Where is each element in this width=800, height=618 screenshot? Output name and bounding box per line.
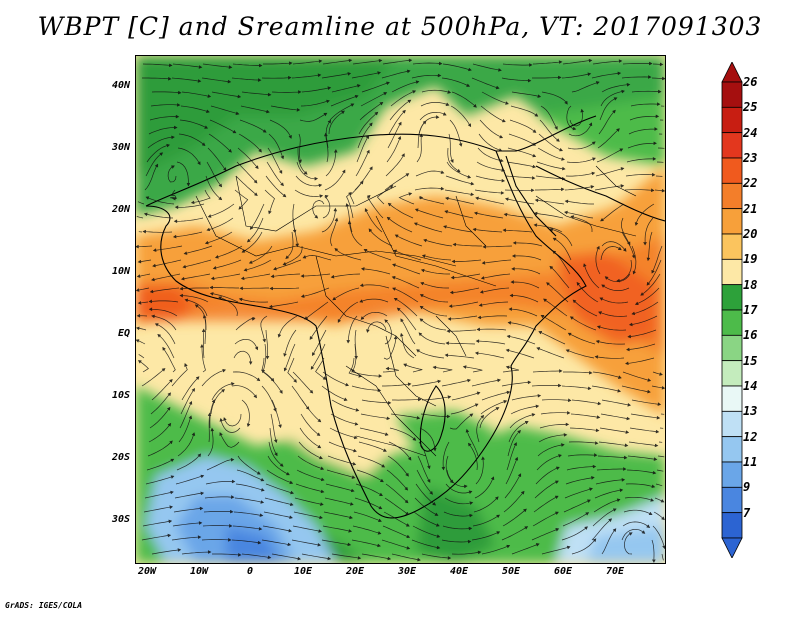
colorbar-label: 12 <box>743 429 758 444</box>
colorbar-bottom-arrow <box>721 537 743 558</box>
lat-label-20s: 20S <box>111 452 130 463</box>
colorbar-swatch <box>721 182 743 210</box>
colorbar-label: 9 <box>743 480 751 495</box>
footer-credit: GrADS: IGES/COLA <box>5 601 83 610</box>
colorbar-label: 13 <box>743 404 758 419</box>
colorbar-label: 23 <box>743 151 758 165</box>
lat-label-eq: EQ <box>117 328 130 339</box>
lon-label-60e: 60E <box>553 566 573 577</box>
map-canvas <box>136 56 665 563</box>
lat-label-10s: 10S <box>111 390 130 401</box>
colorbar-label: 11 <box>743 455 758 469</box>
colorbar-swatch <box>721 486 743 514</box>
lon-label-50e: 50E <box>501 566 521 577</box>
colorbar-swatch <box>721 284 743 311</box>
lon-label-20w: 20W <box>137 566 157 577</box>
colorbar-swatch <box>721 512 743 539</box>
colorbar-label: 20 <box>743 227 758 241</box>
map-panel <box>135 55 666 564</box>
colorbar-swatch <box>721 410 743 438</box>
country-borders <box>195 165 637 457</box>
coastlines <box>145 115 665 519</box>
lon-label-20e: 20E <box>345 566 365 577</box>
colorbar-label: 17 <box>743 303 758 317</box>
colorbar-swatch <box>721 258 743 286</box>
chart-title: WBPT [C] and Sreamline at 500hPa, VT: 20… <box>37 12 763 41</box>
lat-label-10n: 10N <box>111 266 130 277</box>
colorbar-swatch <box>721 334 743 362</box>
lat-label-40n: 40N <box>111 80 130 91</box>
lat-label-30s: 30S <box>111 514 130 525</box>
colorbar-label: 19 <box>743 252 758 267</box>
colorbar-label: 25 <box>743 100 758 115</box>
colorbar-swatch <box>721 157 743 184</box>
colorbar-label: 16 <box>743 328 758 343</box>
lat-label-20n: 20N <box>111 204 130 215</box>
colorbar-top-arrow <box>721 62 743 83</box>
colorbar-label: 15 <box>743 353 758 368</box>
lon-label-70e: 70E <box>605 566 625 577</box>
colorbar-label: 18 <box>743 277 758 292</box>
lon-label-40e: 40E <box>449 566 469 577</box>
colorbar-label: 26 <box>743 75 758 89</box>
colorbar-swatch <box>721 208 743 235</box>
colorbar <box>721 62 743 558</box>
colorbar-label: 21 <box>743 201 758 216</box>
lon-label-30e: 30E <box>397 566 417 577</box>
colorbar-swatch <box>721 461 743 488</box>
colorbar-swatch <box>721 106 743 134</box>
colorbar-swatch <box>721 81 743 108</box>
colorbar-label: 24 <box>743 125 758 140</box>
lon-label-0: 0 <box>246 566 254 577</box>
colorbar-swatch <box>721 436 743 463</box>
streamlines <box>136 58 665 563</box>
colorbar-swatch <box>721 309 743 336</box>
lon-label-10e: 10E <box>293 566 313 577</box>
colorbar-swatch <box>721 132 743 159</box>
colorbar-swatch <box>721 385 743 412</box>
colorbar-label: 22 <box>743 176 758 191</box>
lat-label-30n: 30N <box>111 142 130 153</box>
colorbar-swatch <box>721 360 743 387</box>
colorbar-label: 7 <box>743 505 751 520</box>
colorbar-swatch <box>721 233 743 260</box>
lon-label-10w: 10W <box>189 566 209 577</box>
colorbar-label: 14 <box>743 379 758 393</box>
